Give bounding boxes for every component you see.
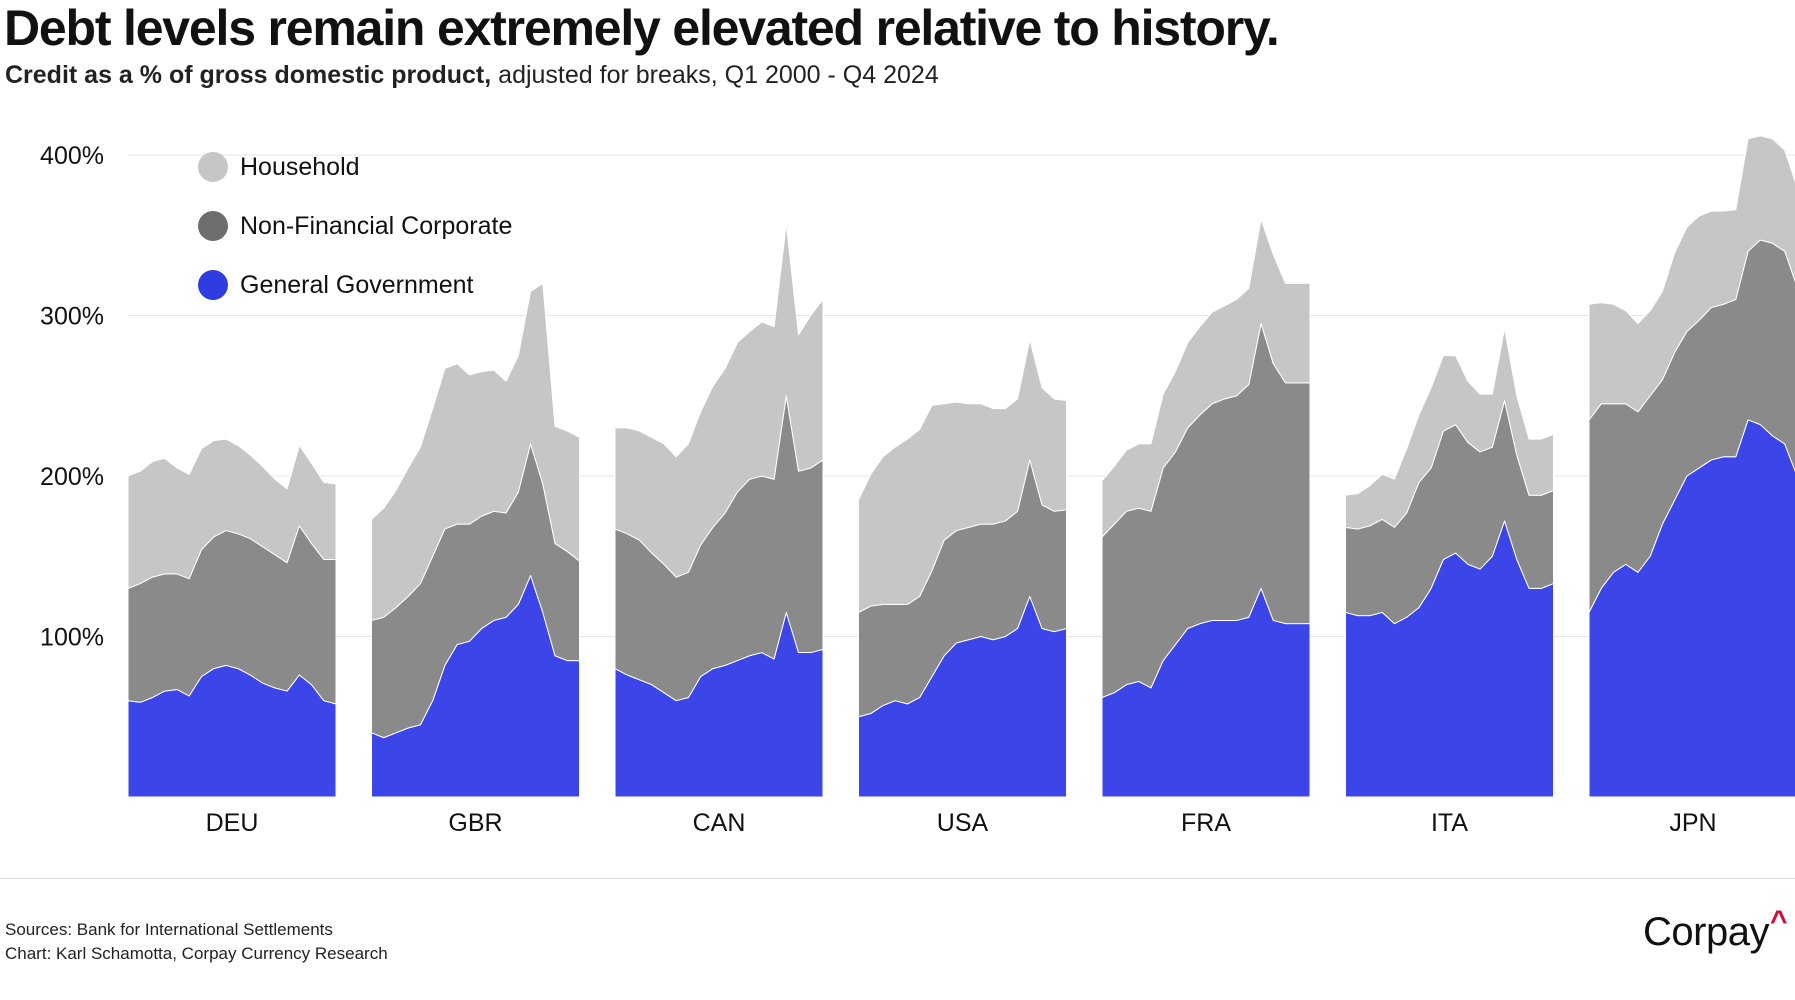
- x-label-deu: DEU: [206, 809, 259, 837]
- chart-credit-line: Chart: Karl Schamotta, Corpay Currency R…: [5, 944, 388, 963]
- legend-swatch-household: [198, 152, 228, 182]
- legend-label-government: General Government: [240, 270, 474, 299]
- panel-ita: [1345, 327, 1554, 798]
- legend-item-corporate: Non-Financial Corporate: [198, 211, 512, 241]
- panel-usa: [858, 339, 1067, 798]
- chart-panels: [127, 135, 1795, 798]
- x-label-ita: ITA: [1431, 809, 1468, 837]
- y-tick-label: 300%: [40, 303, 104, 331]
- x-label-fra: FRA: [1181, 809, 1231, 837]
- y-tick-label: 100%: [40, 624, 104, 652]
- chart-title: Debt levels remain extremely elevated re…: [4, 0, 1280, 56]
- y-tick-label: 400%: [40, 142, 104, 170]
- panel-jpn: [1588, 135, 1795, 798]
- area-ita-household: [1345, 327, 1554, 530]
- logo-caret-icon: ^: [1769, 905, 1788, 938]
- footer-divider: [0, 878, 1795, 879]
- area-jpn-household: [1588, 135, 1795, 421]
- sources-line: Sources: Bank for International Settleme…: [5, 920, 333, 939]
- y-tick-label: 200%: [40, 463, 104, 491]
- legend-label-household: Household: [240, 152, 360, 181]
- area-can-household: [614, 223, 824, 578]
- legend-item-household: Household: [198, 152, 512, 182]
- logo-wordmark: Corpay: [1643, 910, 1769, 954]
- area-fra-household: [1101, 218, 1311, 538]
- y-axis-ticks: 100% 200% 300% 400%: [40, 142, 104, 652]
- area-deu-household: [127, 438, 337, 589]
- sources-note: Sources: Bank for International Settleme…: [5, 918, 388, 966]
- panel-gbr: [371, 282, 580, 798]
- panel-fra: [1101, 218, 1311, 798]
- x-label-jpn: JPN: [1669, 809, 1716, 837]
- chart-legend: Household Non-Financial Corporate Genera…: [198, 152, 512, 329]
- subtitle-rest: adjusted for breaks, Q1 2000 - Q4 2024: [491, 61, 939, 89]
- legend-swatch-government: [198, 270, 228, 300]
- panel-deu: [127, 438, 337, 798]
- corpay-logo: Corpay^: [1643, 905, 1787, 955]
- x-label-gbr: GBR: [448, 809, 502, 837]
- legend-label-corporate: Non-Financial Corporate: [240, 211, 513, 240]
- x-label-usa: USA: [937, 809, 989, 837]
- x-label-can: CAN: [693, 809, 746, 837]
- legend-item-government: General Government: [198, 270, 512, 300]
- legend-swatch-corporate: [198, 211, 228, 241]
- chart-subtitle: Credit as a % of gross domestic product,…: [5, 60, 939, 90]
- area-gbr-household: [371, 282, 580, 621]
- subtitle-bold: Credit as a % of gross domestic product,: [5, 61, 492, 89]
- area-usa-household: [858, 339, 1067, 613]
- chart-area: 100% 200% 300% 400% DEU GBR CAN USA FRA ITA JPN: [40, 135, 1795, 837]
- x-axis-labels: DEU GBR CAN USA FRA ITA JPN: [206, 809, 1717, 837]
- panel-can: [614, 223, 824, 798]
